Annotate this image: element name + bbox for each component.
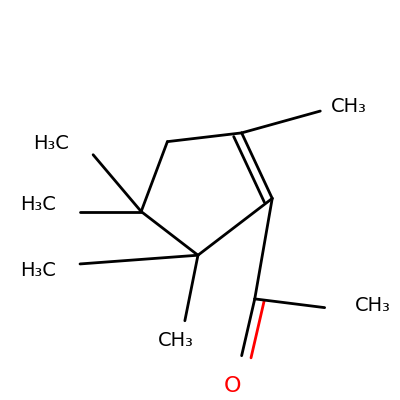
Text: CH₃: CH₃	[355, 296, 391, 315]
Text: O: O	[224, 376, 242, 396]
Text: CH₃: CH₃	[331, 97, 367, 116]
Text: H₃C: H₃C	[33, 134, 69, 153]
Text: H₃C: H₃C	[20, 261, 56, 280]
Text: CH₃: CH₃	[158, 331, 194, 350]
Text: H₃C: H₃C	[20, 196, 56, 214]
